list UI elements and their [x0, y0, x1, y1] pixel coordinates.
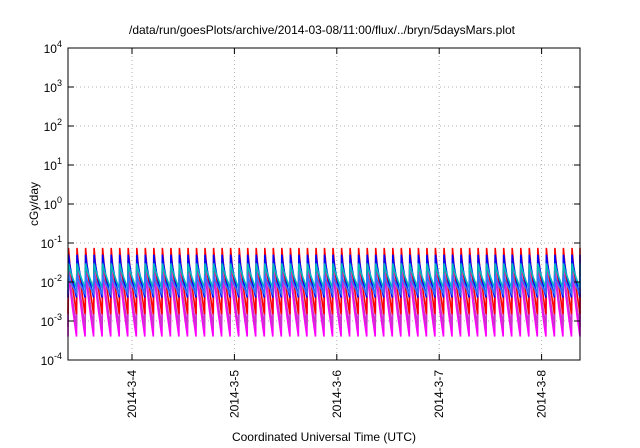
x-tick-label: 2014-3-6: [330, 370, 344, 418]
x-tick-label: 2014-3-8: [535, 370, 549, 418]
series-line: [67, 274, 581, 297]
x-tick-label: 2014-3-5: [227, 370, 241, 418]
x-axis-label: Coordinated Universal Time (UTC): [232, 430, 416, 444]
series-line: [67, 247, 581, 315]
x-axis-ticks: 2014-3-4 2014-3-5 2014-3-6 2014-3-7 2014-3-8: [125, 48, 549, 418]
data-series: [67, 247, 581, 337]
series-line: [67, 263, 581, 289]
y-tick-label: 10-4: [41, 351, 62, 368]
y-tick-label: 103: [44, 78, 62, 95]
y-tick-label: 10-3: [41, 312, 62, 329]
y-axis-ticks: 10-4 10-3 10-2 10-1 100 101 102 103 104: [41, 39, 580, 368]
y-tick-label: 104: [44, 39, 62, 56]
chart-title: /data/run/goesPlots/archive/2014-03-08/1…: [129, 23, 516, 37]
x-tick-label: 2014-3-4: [125, 370, 139, 418]
y-axis-label: cGy/day: [27, 182, 41, 226]
x-tick-label: 2014-3-7: [432, 370, 446, 418]
y-tick-label: 10-2: [41, 273, 62, 290]
y-tick-label: 10-1: [41, 234, 62, 251]
y-tick-label: 102: [44, 117, 62, 134]
y-tick-label: 101: [44, 156, 62, 173]
y-tick-label: 100: [44, 195, 62, 212]
